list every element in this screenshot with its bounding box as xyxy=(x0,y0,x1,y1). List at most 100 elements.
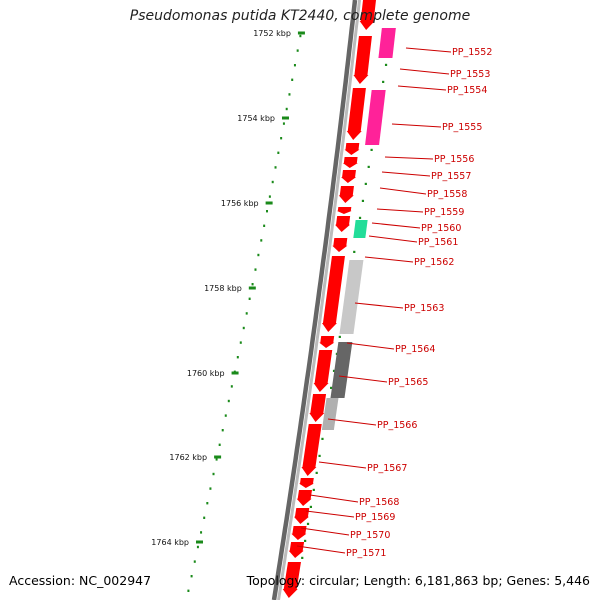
inner-dot xyxy=(301,556,304,559)
scale-tick xyxy=(231,371,239,375)
scale-tick xyxy=(297,31,305,35)
gene-leader-line xyxy=(327,418,377,426)
inner-dot xyxy=(382,80,385,83)
gene-leader-line xyxy=(338,375,388,383)
gene-leader-line xyxy=(296,545,346,554)
inner-dot xyxy=(370,148,373,151)
cds-arrow xyxy=(342,157,358,168)
cds-arrow xyxy=(338,186,354,203)
cds-arrow xyxy=(319,336,335,348)
gene-label: PP_1570 xyxy=(350,530,390,541)
gene-label: PP_1563 xyxy=(404,303,444,314)
inner-dot xyxy=(318,454,321,457)
gene-leader-line xyxy=(368,235,418,243)
gene-leader-line xyxy=(346,342,395,350)
topology-text: Topology: circular; Length: 6,181,863 bp… xyxy=(246,573,590,588)
gene-label: PP_1562 xyxy=(414,257,454,268)
gene-label: PP_1571 xyxy=(346,548,386,559)
scale-tick-label: 1758 kbp xyxy=(204,284,242,293)
scale-dot xyxy=(268,195,271,198)
gene-label: PP_1564 xyxy=(395,344,435,355)
gene-label: PP_1559 xyxy=(424,207,464,218)
scale-tick-label: 1764 kbp xyxy=(151,538,189,547)
scale-dot xyxy=(293,64,296,67)
gene-label: PP_1556 xyxy=(434,154,474,165)
gene-label: PP_1565 xyxy=(388,377,428,388)
inner-dot xyxy=(384,63,388,66)
scale-dot xyxy=(236,356,239,359)
scale-tick-label: 1762 kbp xyxy=(169,453,207,462)
cds-arrow xyxy=(336,207,352,214)
inner-dot xyxy=(321,437,324,440)
scale-dot xyxy=(209,487,212,490)
gene-label: PP_1552 xyxy=(452,47,492,58)
cds-arrow xyxy=(301,424,322,476)
gene-leader-line xyxy=(405,47,452,53)
scale-dot xyxy=(282,122,285,125)
inner-dot xyxy=(361,199,365,202)
scale-dot xyxy=(245,312,248,315)
cds-arrow xyxy=(296,490,313,506)
scale-dot xyxy=(230,385,233,388)
gene-leader-line xyxy=(364,256,414,263)
gene-label: PP_1554 xyxy=(447,85,487,96)
scale-dot xyxy=(274,166,277,169)
gene-leader-line xyxy=(309,494,359,503)
scale-dot xyxy=(187,589,190,592)
cds-arrow xyxy=(346,88,366,140)
cds-arrow xyxy=(353,36,372,84)
inner-dot xyxy=(306,522,310,525)
scale-dot xyxy=(218,443,221,446)
scale-dot xyxy=(203,516,206,519)
inner-dot xyxy=(358,216,362,219)
cds-arrow xyxy=(344,143,360,155)
cds-arrow xyxy=(332,238,348,252)
feature-block-dark-gray xyxy=(330,342,353,398)
scale-dot xyxy=(251,283,254,286)
feature-block-mid-gray xyxy=(321,398,339,430)
cds-arrow xyxy=(341,170,357,183)
scale-tick-label: 1760 kbp xyxy=(187,369,225,378)
cds-arrow xyxy=(309,394,327,422)
feature-block-magenta xyxy=(378,28,396,58)
cds-track xyxy=(282,0,376,598)
genome-backbone xyxy=(271,0,361,600)
scale-tick xyxy=(248,286,256,290)
inner-dot xyxy=(312,488,315,491)
gene-label: PP_1555 xyxy=(442,122,482,133)
scale-dot xyxy=(193,560,196,563)
scale-tick xyxy=(196,540,204,544)
feature-block-magenta xyxy=(365,90,386,145)
inner-dot xyxy=(309,505,313,508)
cds-arrow xyxy=(291,526,307,540)
scale-dot xyxy=(206,502,209,505)
gene-label: PP_1566 xyxy=(377,420,417,431)
scale-dot xyxy=(242,326,245,330)
scale-dot xyxy=(190,575,193,578)
gene-label: PP_1569 xyxy=(355,512,395,523)
gene-leader-line xyxy=(397,85,447,91)
map-title: Pseudomonas putida KT2440, complete geno… xyxy=(129,8,471,24)
scale-tick xyxy=(265,201,273,205)
cds-arrow xyxy=(288,542,305,558)
scale-dot xyxy=(296,49,299,52)
inner-dot xyxy=(364,182,367,185)
inner-dot xyxy=(332,369,336,372)
gene-label: PP_1561 xyxy=(418,237,458,248)
gene-label: PP_1568 xyxy=(359,497,399,508)
cds-arrow xyxy=(321,256,345,332)
cds-arrow xyxy=(335,216,351,232)
gene-leader-line xyxy=(376,208,424,213)
gene-label: PP_1567 xyxy=(367,463,407,474)
gene-label: PP_1560 xyxy=(421,223,461,234)
scale-dot xyxy=(285,107,288,111)
scale-dot xyxy=(239,341,242,344)
cds-arrow xyxy=(282,562,301,598)
scale-tick-label: 1754 kbp xyxy=(237,114,275,123)
gene-label: PP_1553 xyxy=(450,69,490,80)
cds-arrow xyxy=(293,508,310,524)
scale-ticks: 1752 kbp 1754 kbp 1756 kbp 1758 kbp 1760 kbp… xyxy=(151,29,305,547)
gene-leader-line xyxy=(305,510,355,518)
